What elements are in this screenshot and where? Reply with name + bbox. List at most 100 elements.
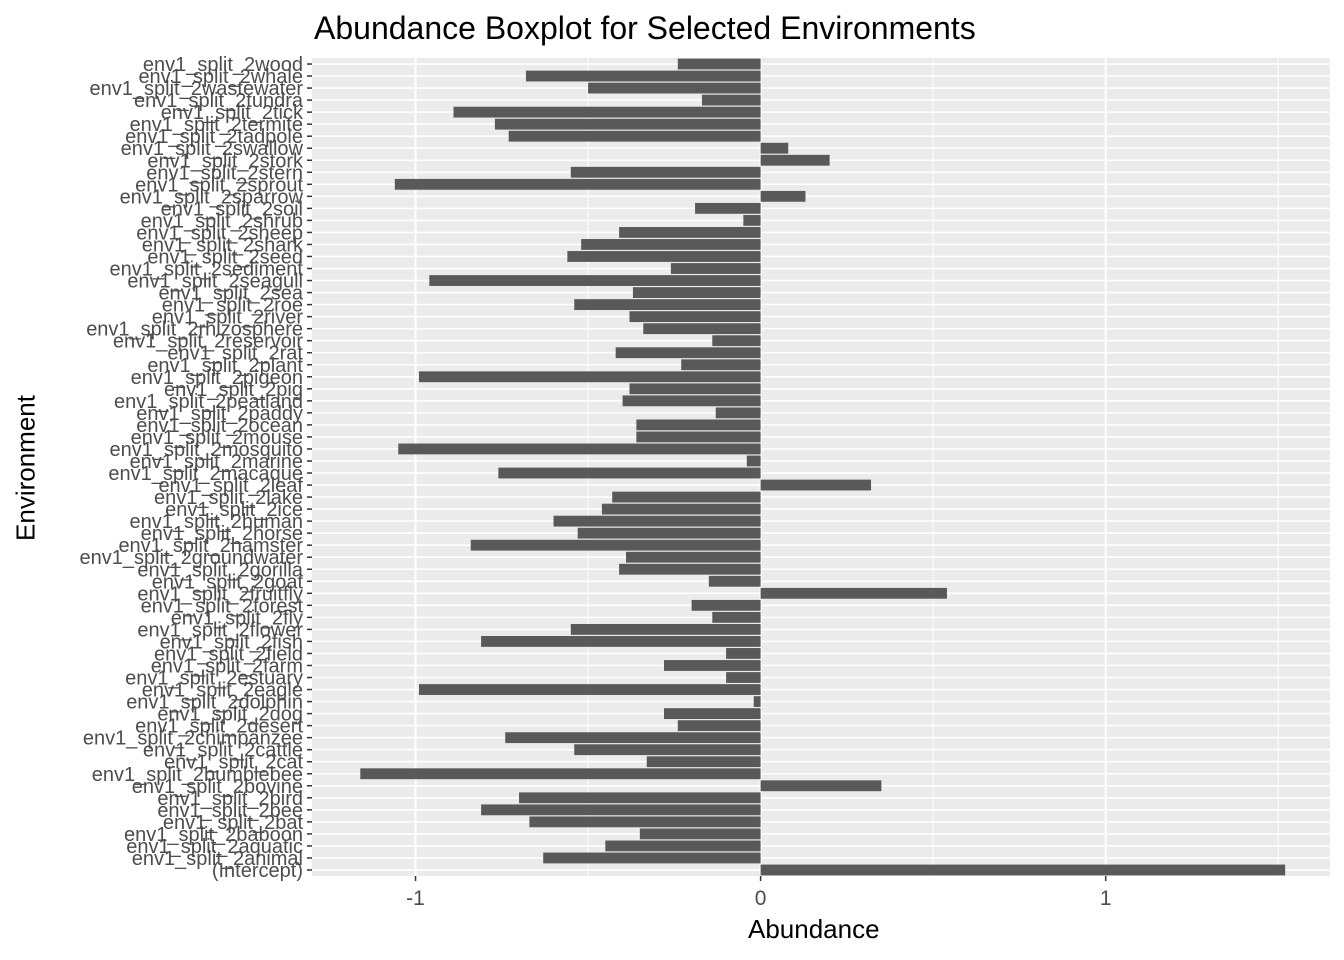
y-tick-label: env1_split_2macaque bbox=[108, 463, 303, 485]
bar bbox=[429, 275, 761, 286]
bar bbox=[570, 166, 761, 178]
bar bbox=[481, 804, 761, 816]
bar bbox=[677, 58, 761, 70]
y-tick-label: env1_split_2dog bbox=[157, 704, 303, 726]
bar bbox=[505, 732, 761, 744]
bar bbox=[636, 431, 761, 443]
bar bbox=[622, 395, 761, 407]
y-tick-label: env1_split_2sea bbox=[158, 283, 303, 305]
y-tick-label: env1_split_2stern bbox=[146, 162, 303, 184]
x-tick-label: 1 bbox=[1100, 887, 1112, 910]
y-tick-label: env1_split_2desert bbox=[135, 716, 303, 738]
y-tick-label: env1_split_2sparrow bbox=[120, 186, 304, 208]
bar bbox=[574, 744, 761, 756]
y-tick-label: env1_split_2wastewater bbox=[90, 78, 304, 100]
bar bbox=[525, 70, 761, 82]
y-tick-label: env1_split_2rat bbox=[167, 343, 303, 365]
bar bbox=[519, 792, 761, 804]
bar bbox=[567, 251, 761, 262]
bar bbox=[615, 347, 761, 359]
bar bbox=[712, 335, 761, 347]
bar bbox=[753, 696, 761, 707]
bar bbox=[701, 94, 761, 106]
bar bbox=[746, 455, 761, 467]
bar bbox=[612, 491, 761, 503]
y-tick-label: env1_split_2farm bbox=[151, 655, 303, 677]
bar bbox=[643, 323, 761, 335]
y-tick-label: env1_split_2leaf bbox=[158, 475, 303, 497]
bar bbox=[712, 611, 761, 623]
y-tick-label: env1_split_2aquatic bbox=[126, 836, 303, 858]
bar bbox=[632, 287, 761, 298]
y-tick-label: env1_split_2mosquito bbox=[110, 439, 303, 461]
y-tick-label: env1_split_2marine bbox=[130, 451, 303, 473]
bar bbox=[619, 563, 761, 575]
bar bbox=[543, 852, 761, 864]
y-tick-label: env1_split_2wood bbox=[143, 54, 303, 76]
y-tick-label: env1_split_2shrub bbox=[141, 210, 303, 232]
y-tick-label: env1_split_2fly bbox=[171, 607, 303, 629]
y-tick-label: env1_split_2bumblebee bbox=[92, 764, 303, 786]
y-tick-label: env1_split_2flower bbox=[137, 619, 303, 641]
y-tick-label: env1_split_2seagull bbox=[127, 271, 303, 293]
y-tick-label: env1_split_2whale bbox=[138, 66, 303, 88]
x-tick-label: -1 bbox=[406, 887, 425, 910]
y-tick-label: env1_split_2mouse bbox=[131, 427, 303, 449]
y-tick-label: env1_split_2eagle bbox=[142, 680, 303, 702]
y-tick-label: env1_split_2shark bbox=[142, 234, 304, 256]
y-tick-label: env1_split_2rhizosphere bbox=[86, 319, 303, 341]
y-tick-label: env1_split_2seed bbox=[147, 246, 303, 268]
y-tick-label: env1_split_2baboon bbox=[124, 824, 303, 846]
bar bbox=[691, 599, 761, 611]
y-tick-label: env1_split_2tundra bbox=[134, 90, 304, 112]
y-tick-label: env1_split_2stork bbox=[147, 150, 304, 172]
y-tick-label: env1_split_2pigeon bbox=[131, 367, 303, 389]
bar bbox=[394, 178, 761, 190]
y-tick-label: env1_split_2swallow bbox=[121, 138, 304, 160]
y-tick-label: env1_split_2fruitfly bbox=[137, 583, 303, 605]
bar bbox=[663, 708, 761, 720]
bar bbox=[508, 130, 761, 142]
y-tick-label: env1_split_2sheep bbox=[136, 222, 303, 244]
y-tick-label: env1_split_2bovine bbox=[132, 776, 303, 798]
y-tick-label: env1_split_2river bbox=[152, 307, 304, 329]
y-tick-label: env1_split_2forest bbox=[141, 595, 304, 617]
bar bbox=[619, 227, 761, 238]
x-axis-title: Abundance bbox=[748, 914, 880, 944]
y-tick-label: env1_split_2cattle bbox=[143, 740, 303, 762]
y-tick-label: env1_split_2estuary bbox=[125, 668, 303, 690]
y-tick-label: env1_split_2dolphin bbox=[126, 692, 303, 714]
bar bbox=[726, 672, 761, 683]
chart-title: Abundance Boxplot for Selected Environme… bbox=[314, 10, 976, 46]
x-tick-label: 0 bbox=[755, 887, 767, 910]
y-tick-label: (Intercept) bbox=[212, 860, 303, 882]
bar bbox=[626, 551, 761, 563]
y-tick-label: env1_split_2chimpanzee bbox=[83, 728, 303, 750]
bar bbox=[629, 383, 761, 395]
bar bbox=[726, 648, 761, 659]
bar bbox=[695, 202, 761, 214]
y-tick-label: env1_split_2gorilla bbox=[137, 559, 304, 581]
y-tick-label: env1_split_2ocean bbox=[136, 415, 303, 437]
bar bbox=[636, 419, 761, 431]
bar bbox=[577, 527, 761, 539]
bar bbox=[715, 407, 761, 419]
y-tick-label: env1_split_2termite bbox=[130, 114, 303, 136]
bar bbox=[481, 636, 761, 647]
y-tick-label: env1_split_2fish bbox=[160, 631, 303, 653]
y-tick-label: env1_split_2pig bbox=[164, 379, 303, 401]
bar bbox=[760, 864, 1286, 876]
y-tick-label: env1_split_2soil bbox=[161, 198, 303, 220]
bar bbox=[677, 720, 761, 732]
y-tick-label: env1_split_2plant bbox=[147, 355, 303, 377]
y-tick-label: env1_split_2animal bbox=[132, 848, 303, 870]
y-tick-label: env1_split_2ice bbox=[165, 499, 303, 521]
y-tick-label: env1_split_2groundwater bbox=[80, 547, 304, 569]
y-tick-label: env1_split_2reservoir bbox=[113, 331, 303, 353]
bar bbox=[760, 780, 882, 792]
y-axis-title: Environment bbox=[10, 395, 41, 541]
y-tick-label: env1_split_2paddy bbox=[136, 403, 303, 425]
bar bbox=[418, 684, 761, 695]
